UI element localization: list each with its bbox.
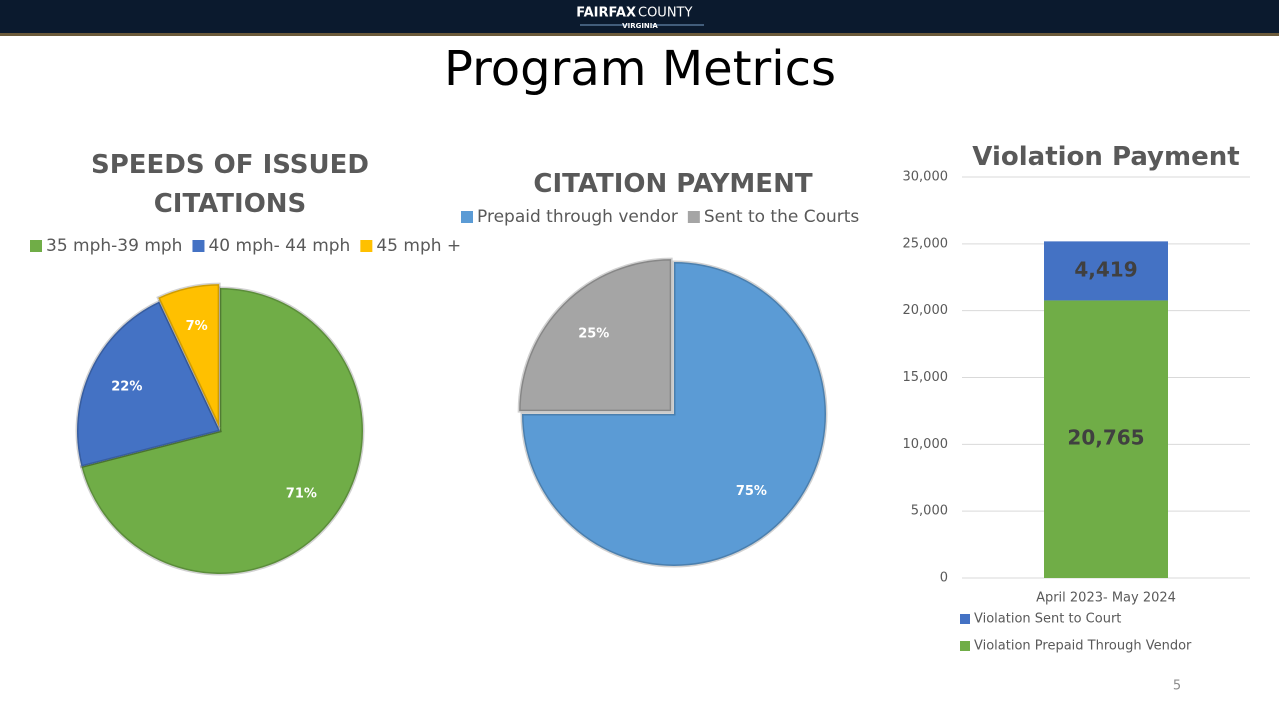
- legend-label: Violation Sent to Court: [974, 612, 1121, 627]
- data-label: 25%: [578, 326, 609, 341]
- data-label: 71%: [286, 487, 317, 502]
- bar-segment: [1044, 241, 1168, 301]
- y-tick-label: 5,000: [911, 504, 948, 519]
- pie-slice: [75, 299, 223, 469]
- legend-label: Violation Prepaid Through Vendor: [974, 639, 1192, 654]
- header-strip: [0, 33, 1279, 36]
- chart-title: CITATION PAYMENT: [533, 169, 813, 199]
- data-label: 75%: [736, 484, 767, 499]
- chart-title: Violation Payment: [972, 142, 1240, 172]
- pie-slice: [156, 282, 221, 428]
- brand: COUNTY: [638, 6, 692, 21]
- legend-swatch: [960, 614, 970, 624]
- data-label: 4,419: [1074, 257, 1137, 281]
- legend-swatch: [461, 211, 473, 223]
- x-tick-label: April 2023- May 2024: [1036, 591, 1176, 606]
- page-number: 5: [1173, 679, 1181, 694]
- brand-sub: VIRGINIA: [622, 22, 658, 30]
- legend-label: Prepaid through vendor: [477, 207, 678, 227]
- chart-title: SPEEDS OF ISSUED CITATIONS: [91, 150, 369, 219]
- data-label: 22%: [111, 380, 142, 395]
- pie-slice: [520, 260, 828, 568]
- slide-title: Program Metrics: [444, 41, 836, 97]
- pie-slice: [517, 257, 673, 413]
- legend-swatch: [960, 641, 970, 651]
- brand-bold: FAIRFAX: [576, 6, 636, 21]
- data-label: 20,765: [1067, 426, 1144, 450]
- y-tick-label: 20,000: [903, 303, 949, 318]
- data-label: 7%: [186, 319, 208, 334]
- y-tick-label: 30,000: [903, 170, 949, 185]
- legend-label: 40 mph- 44 mph: [208, 236, 350, 256]
- legend-label: Sent to the Courts: [704, 207, 860, 227]
- legend-label: 35 mph-39 mph: [46, 236, 182, 256]
- legend-swatch: [192, 240, 205, 252]
- y-tick-label: 10,000: [903, 437, 949, 452]
- y-tick-label: 25,000: [903, 236, 949, 251]
- legend-swatch: [360, 240, 373, 252]
- bar-segment: [1044, 300, 1168, 578]
- legend-swatch: [687, 211, 700, 223]
- pie-slice: [79, 286, 365, 576]
- y-tick-label: 15,000: [903, 370, 949, 385]
- y-tick-label: 0: [940, 571, 948, 586]
- header-bar: [0, 0, 1279, 36]
- legend-swatch: [30, 240, 42, 252]
- legend-label: 45 mph +: [376, 236, 461, 256]
